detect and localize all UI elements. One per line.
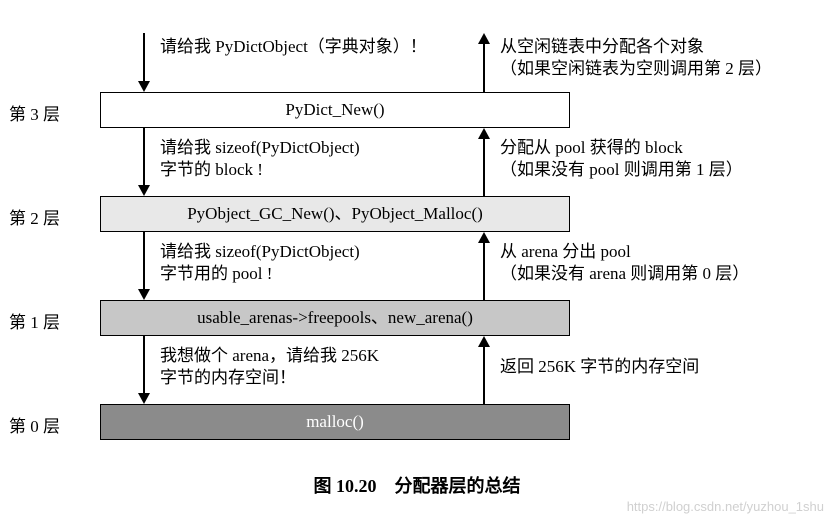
- arrow-up-top: [483, 44, 485, 92]
- arrow-down-top: [143, 33, 145, 81]
- annot-l10-left2: 字节的内存空间！: [160, 367, 296, 389]
- arrow-up-21-head: [478, 232, 490, 243]
- annot-l32-right2: （如果没有 pool 则调用第 1 层）: [500, 159, 743, 181]
- annot-l32-left2: 字节的 block !: [160, 159, 263, 181]
- arrow-down-21: [143, 232, 145, 289]
- layer0-box: malloc(): [100, 404, 570, 440]
- arrow-up-21: [483, 243, 485, 300]
- layer2-box: PyObject_GC_New()、PyObject_Malloc(): [100, 196, 570, 232]
- arrow-up-10-head: [478, 336, 490, 347]
- arrow-up-10: [483, 347, 485, 404]
- watermark: https://blog.csdn.net/yuzhou_1shu: [627, 499, 824, 514]
- arrow-down-10: [143, 336, 145, 393]
- layer1-box-text: usable_arenas->freepools、new_arena(): [197, 308, 473, 327]
- layer1-label: 第 1 层: [0, 308, 60, 333]
- figure-caption: 图 10.20 分配器层的总结: [0, 472, 834, 498]
- arrow-up-32-head: [478, 128, 490, 139]
- annot-l32-left1: 请给我 sizeof(PyDictObject): [160, 137, 360, 159]
- arrow-up-top-head: [478, 33, 490, 44]
- annot-l21-left2: 字节用的 pool !: [160, 263, 272, 285]
- annot-l32-right1: 分配从 pool 获得的 block: [500, 137, 683, 159]
- arrow-down-10-head: [138, 393, 150, 404]
- layer3-label: 第 3 层: [0, 100, 60, 125]
- layer0-box-text: malloc(): [306, 412, 364, 431]
- arrow-down-32: [143, 128, 145, 185]
- annot-top-left: 请给我 PyDictObject（字典对象）！: [160, 36, 427, 58]
- arrow-down-21-head: [138, 289, 150, 300]
- arrow-down-32-head: [138, 185, 150, 196]
- annot-top-right1: 从空闲链表中分配各个对象: [500, 36, 704, 58]
- annot-l21-right2: （如果没有 arena 则调用第 0 层）: [500, 263, 749, 285]
- layer3-box: PyDict_New(): [100, 92, 570, 128]
- annot-l21-left1: 请给我 sizeof(PyDictObject): [160, 241, 360, 263]
- annot-l21-right1: 从 arena 分出 pool: [500, 241, 631, 263]
- arrow-down-top-head: [138, 81, 150, 92]
- allocator-layers-diagram: 第 3 层 第 2 层 第 1 层 第 0 层 PyDict_New() PyO…: [0, 0, 834, 520]
- layer2-label: 第 2 层: [0, 204, 60, 229]
- layer3-box-text: PyDict_New(): [285, 100, 384, 119]
- layer1-box: usable_arenas->freepools、new_arena(): [100, 300, 570, 336]
- arrow-up-32: [483, 139, 485, 196]
- layer0-label: 第 0 层: [0, 412, 60, 437]
- layer2-box-text: PyObject_GC_New()、PyObject_Malloc(): [187, 204, 483, 223]
- annot-l10-left1: 我想做个 arena，请给我 256K: [160, 345, 379, 367]
- annot-l10-right: 返回 256K 字节的内存空间: [500, 356, 699, 378]
- annot-top-right2: （如果空闲链表为空则调用第 2 层）: [500, 58, 772, 80]
